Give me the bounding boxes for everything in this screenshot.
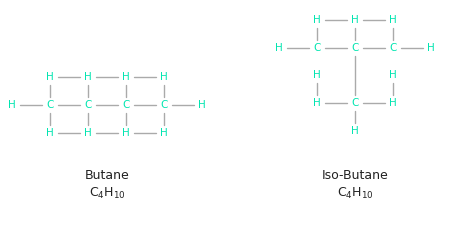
Text: C: C (389, 43, 397, 53)
Text: H: H (313, 98, 321, 108)
Text: H: H (389, 70, 397, 80)
Text: $\mathregular{C_4H_{10}}$: $\mathregular{C_4H_{10}}$ (89, 185, 126, 200)
Text: C: C (351, 43, 359, 53)
Text: H: H (389, 15, 397, 25)
Text: Iso-Butane: Iso-Butane (322, 168, 388, 182)
Text: C: C (84, 100, 91, 110)
Text: H: H (275, 43, 283, 53)
Text: H: H (427, 43, 435, 53)
Text: H: H (351, 15, 359, 25)
Text: Butane: Butane (85, 168, 129, 182)
Text: H: H (46, 128, 54, 138)
Text: H: H (313, 15, 321, 25)
Text: C: C (122, 100, 130, 110)
Text: H: H (46, 72, 54, 82)
Text: H: H (122, 128, 130, 138)
Text: H: H (160, 72, 168, 82)
Text: H: H (84, 72, 92, 82)
Text: C: C (351, 98, 359, 108)
Text: H: H (389, 98, 397, 108)
Text: C: C (160, 100, 168, 110)
Text: H: H (84, 128, 92, 138)
Text: $\mathregular{C_4H_{10}}$: $\mathregular{C_4H_{10}}$ (337, 185, 374, 200)
Text: C: C (313, 43, 321, 53)
Text: H: H (313, 70, 321, 80)
Text: H: H (122, 72, 130, 82)
Text: H: H (351, 126, 359, 136)
Text: H: H (198, 100, 206, 110)
Text: C: C (46, 100, 54, 110)
Text: H: H (160, 128, 168, 138)
Text: H: H (8, 100, 16, 110)
